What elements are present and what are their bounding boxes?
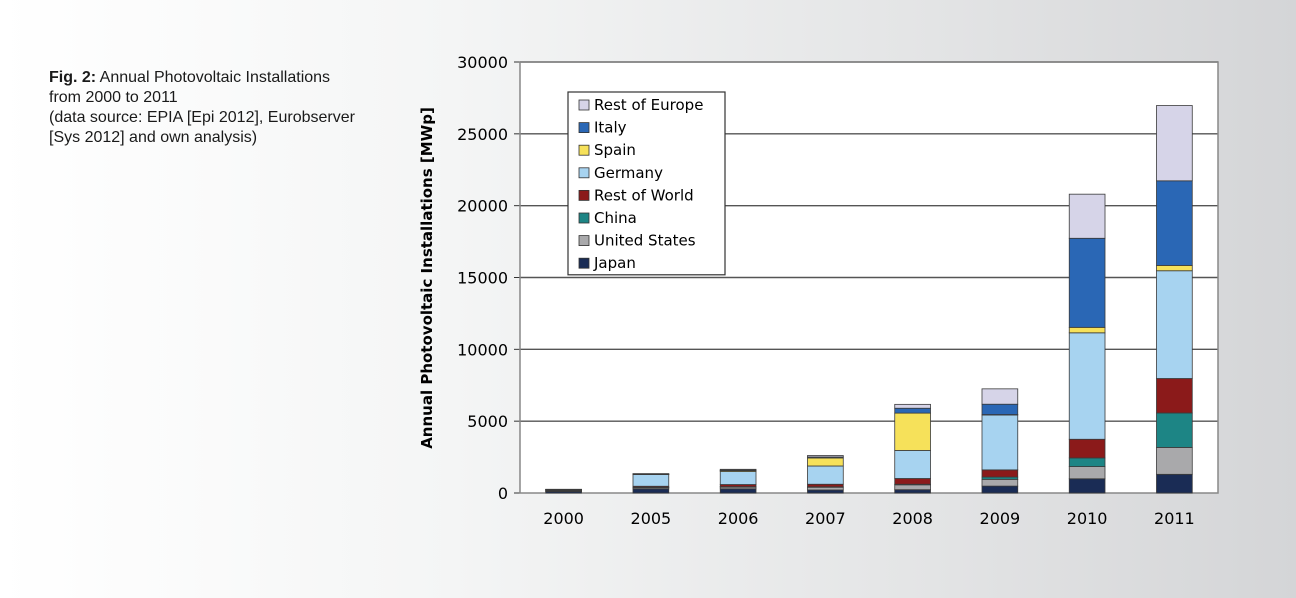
bar-segment-italy-2011 [1156, 180, 1193, 266]
x-tick-label: 2008 [892, 509, 933, 528]
legend-swatch [578, 167, 590, 179]
legend-swatch [578, 189, 590, 201]
x-tick-label: 2005 [631, 509, 672, 528]
bar-segment-united-states-2011 [1156, 447, 1193, 475]
y-tick-label: 0 [498, 484, 508, 503]
legend-label: China [594, 209, 637, 227]
bar-segment-china-2011 [1156, 412, 1193, 448]
bar-segment-italy-2010 [1068, 237, 1106, 328]
y-tick-label: 5000 [467, 412, 508, 431]
legend-swatch [578, 144, 590, 156]
legend-label: Italy [594, 119, 627, 137]
x-tick-label: 2000 [543, 509, 584, 528]
caption-line-3: (data source: EPIA [Epi 2012], Eurobserv… [49, 109, 355, 126]
bar-segment-rest-of-europe-2008 [894, 403, 931, 409]
figure-caption: Fig. 2: Annual Photovoltaic Installation… [49, 68, 409, 148]
bar-segment-china-2010 [1068, 457, 1106, 467]
bar-segment-united-states-2009 [981, 478, 1019, 487]
legend-swatch [578, 257, 590, 269]
bar-segment-germany-2005 [632, 473, 670, 487]
bar-segment-japan-2010 [1068, 478, 1106, 494]
bar-segment-japan-2007 [807, 489, 844, 494]
bar-segment-japan-2006 [719, 488, 757, 494]
bar-segment-italy-2009 [981, 403, 1019, 415]
y-tick-label: 20000 [457, 197, 508, 216]
caption-line-1: Annual Photovoltaic Installations [99, 69, 331, 86]
y-axis-label: Annual Photovoltaic Installations [MWp] [418, 107, 436, 449]
caption-line-2: from 2000 to 2011 [49, 89, 178, 106]
bar-segment-japan-2011 [1156, 473, 1193, 494]
legend-label: Rest of Europe [594, 96, 703, 114]
bar-segment-united-states-2008 [894, 484, 931, 491]
bar-segment-japan-2009 [981, 485, 1019, 494]
bar-segment-spain-2011 [1156, 265, 1193, 272]
bar-segment-rest-of-europe-2005 [632, 473, 670, 475]
bar-segment-united-states-2010 [1068, 466, 1106, 480]
bar-segment-rest-of-world-2008 [894, 478, 931, 485]
legend-label: Germany [594, 164, 663, 182]
legend-swatch [578, 235, 590, 247]
bar-segment-germany-2011 [1156, 270, 1193, 379]
y-tick-label: 15000 [457, 269, 508, 288]
bar-segment-rest-of-europe-2006 [719, 468, 757, 471]
plot-border [519, 61, 1219, 494]
bar-segment-italy-2008 [894, 407, 931, 414]
bar-segment-rest-of-world-2011 [1156, 378, 1193, 414]
x-tick-label: 2006 [718, 509, 759, 528]
bar-segment-germany-2008 [894, 450, 931, 479]
bar-segment-rest-of-europe-2009 [981, 388, 1019, 405]
bar-segment-rest-of-europe-2000 [545, 488, 582, 491]
x-tick-label: 2010 [1067, 509, 1108, 528]
y-tick-label: 30000 [457, 53, 508, 72]
legend-box [567, 91, 726, 276]
figure-label: Fig. 2: [49, 69, 97, 86]
bar-segment-rest-of-europe-2011 [1156, 105, 1193, 182]
bar-segment-spain-2010 [1068, 326, 1106, 334]
plot-area: 0 5000 10000 15000 20000 25000 30000 2000 2005 20… [418, 53, 1219, 528]
bar-segment-japan-2005 [632, 488, 670, 494]
chart-legend: Rest of Europe Italy Spain Germany Rest of W… [567, 91, 726, 276]
legend-label: United States [594, 232, 696, 250]
bar-segment-germany-2009 [981, 414, 1019, 471]
bar-segment-rest-of-world-2009 [981, 469, 1019, 478]
bar-segment-germany-2007 [807, 465, 844, 485]
legend-swatch [578, 122, 590, 133]
legend-label: Rest of World [594, 186, 694, 204]
bar-segment-spain-2007 [807, 457, 844, 467]
legend-swatch [578, 99, 590, 111]
x-tick-label: 2007 [805, 509, 846, 528]
caption-line-4: [Sys 2012] and own analysis) [49, 129, 258, 146]
legend-label: Japan [593, 254, 636, 272]
bar-segment-rest-of-europe-2010 [1068, 193, 1106, 239]
bar-segment-rest-of-world-2010 [1068, 438, 1106, 459]
bar-segment-rest-of-europe-2007 [807, 455, 844, 458]
y-tick-label: 25000 [457, 125, 508, 144]
x-tick-label: 2009 [980, 509, 1021, 528]
bar-segment-germany-2006 [719, 471, 757, 485]
bar-segment-spain-2008 [894, 412, 931, 451]
legend-label: Spain [594, 141, 636, 159]
bar-segment-germany-2010 [1068, 332, 1106, 440]
legend-swatch [578, 212, 590, 224]
bar-segment-japan-2008 [894, 489, 931, 494]
x-tick-label: 2011 [1154, 509, 1195, 528]
y-tick-label: 10000 [457, 340, 508, 359]
